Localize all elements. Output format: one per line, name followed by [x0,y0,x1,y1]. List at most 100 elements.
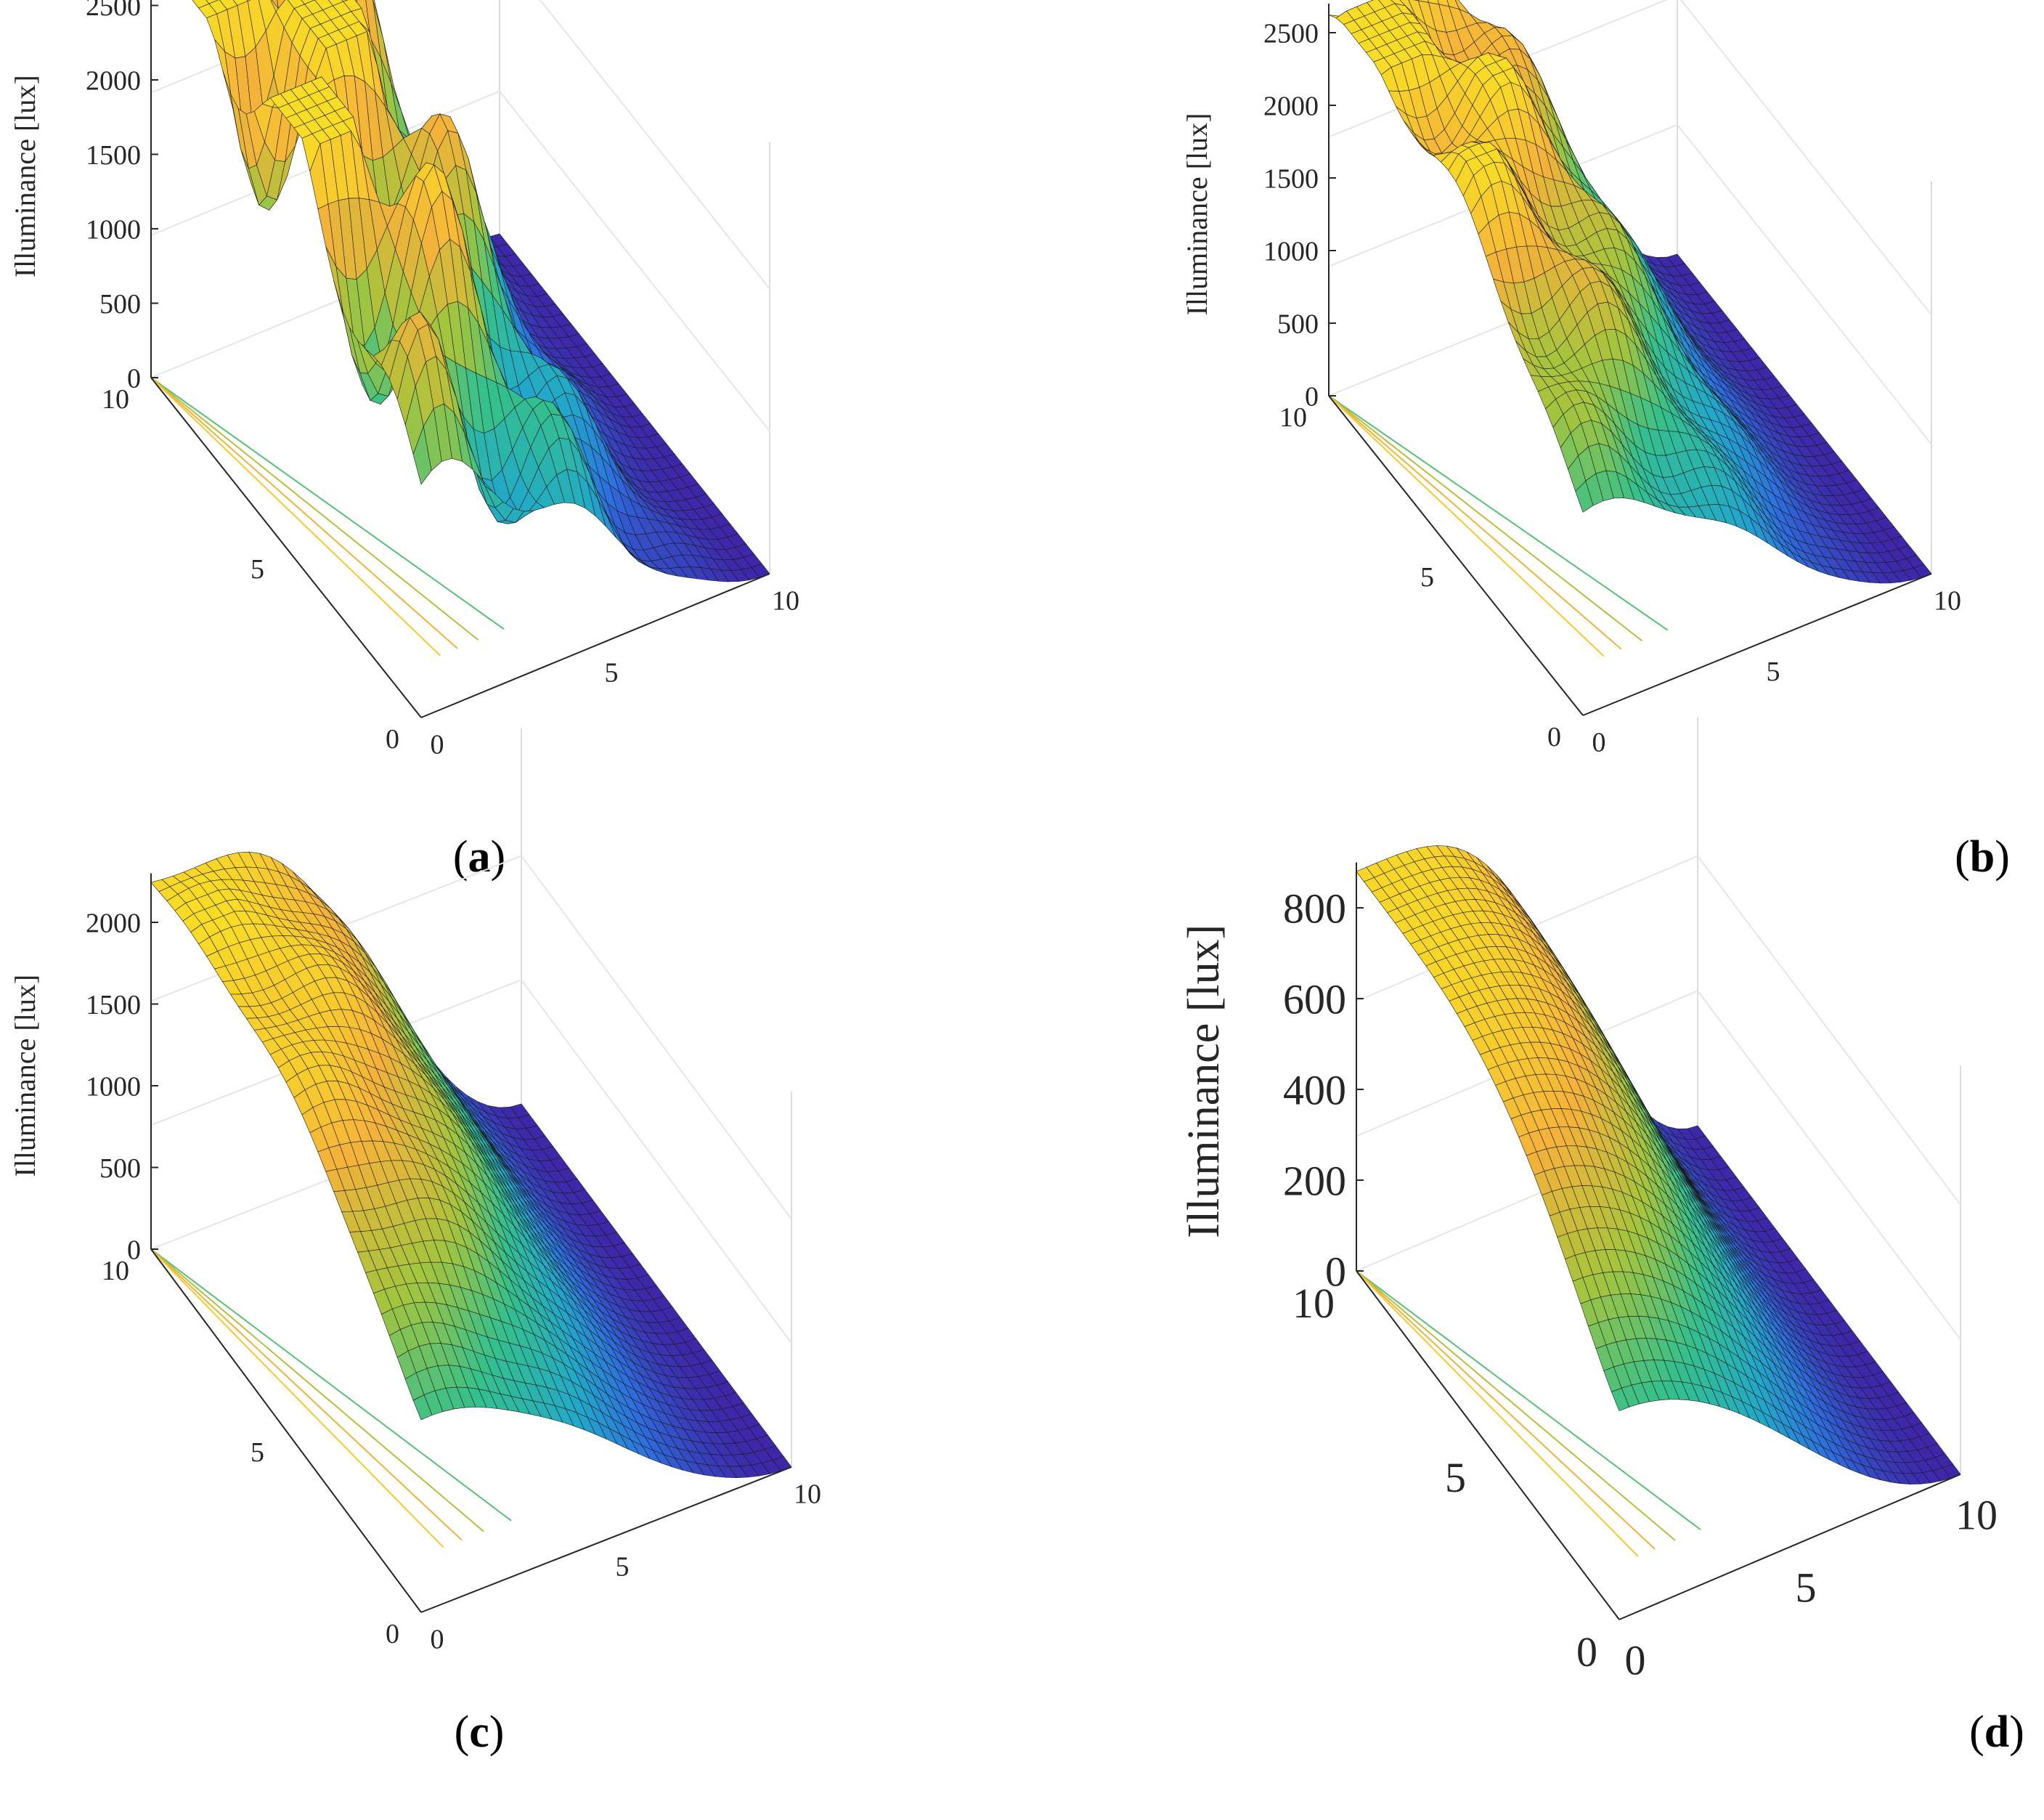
x-tick-label: 0 [431,729,444,760]
y-tick-label: 10 [1279,402,1307,433]
z-tick-label: 500 [1277,309,1319,339]
surface-cell [412,1394,433,1421]
z-tick-label: 2000 [86,908,141,938]
caption-b: (b) [1955,832,2010,882]
y-tick-label: 10 [102,384,129,415]
z-tick-label: 800 [1283,885,1346,932]
contour-line [150,377,479,641]
y-tick-label: 0 [386,724,399,755]
surface-mesh-a [192,0,770,582]
grid-line [1697,856,1961,1206]
z-tick-label: 600 [1283,975,1346,1023]
x-tick-label: 5 [1796,1564,1817,1611]
surface-cell [1575,480,1594,513]
surface-mesh-b [1328,0,1932,584]
grid-line [1679,0,1932,316]
z-tick-label: 1500 [86,990,141,1020]
z-tick-label: 1000 [86,1071,141,1102]
z-tick-label: 0 [1305,381,1319,412]
x-tick-label: 10 [1934,585,1961,616]
z-tick-label: 500 [99,289,141,320]
caption-a: (a) [452,832,506,882]
contour-line [150,1248,463,1541]
surface-mesh-d [1356,845,1961,1484]
caption-d: (d) [1969,1707,2024,1757]
caption-letter-d: d [1984,1707,2010,1757]
contour-line [1328,395,1669,631]
contour-line [150,377,505,630]
contour-line [1328,395,1605,657]
chart-panel-a: 0 500 1000 1500 2000 2500 Illuminance [lux] 0 5 1… [0,0,944,908]
y-axis-line [1356,1270,1620,1620]
x-tick-label: 5 [1767,657,1780,687]
z-tick-label: 1500 [86,140,141,171]
axes-a: 0 500 1000 1500 2000 2500 Illuminance [lux] 0 5 1… [9,0,799,760]
grid-line [1697,990,1961,1340]
contour-line [1356,1270,1656,1550]
chart-panel-c: 0 500 1000 1500 2000 Illuminance [lux] 0 5 10 0 5 1… [0,728,944,1816]
y-tick-label: 5 [251,1437,264,1468]
z-tick-label: 2000 [1263,91,1319,121]
surface-plot-a: 0 500 1000 1500 2000 2500 Illuminance [lux] 0 5 1… [9,0,799,760]
contour-line [1356,1270,1701,1531]
grid-line [539,0,770,290]
y-tick-label: 5 [1445,1454,1466,1501]
chart-panel-b: 0 500 1000 1500 2000 2500 Illuminance [lux] 0 5 1… [1162,0,2044,908]
contour-line [150,1248,484,1532]
z-tick-label: 200 [1283,1157,1346,1204]
z-tick-label: 0 [1325,1248,1346,1295]
y-axis-line [150,377,422,718]
grid-line [521,855,792,1220]
x-tick-label: 10 [772,585,799,616]
y-tick-label: 5 [1420,562,1434,593]
contour-line [1356,1270,1639,1557]
z-tick-label: 2500 [86,0,141,22]
floor-contours-b [1328,395,1669,657]
z-tick-label: 2000 [86,65,141,96]
x-tick-label: 10 [1955,1491,1998,1538]
contour-line [1356,1270,1676,1541]
x-axis-line [420,573,770,718]
z-tick-label: 0 [127,1235,141,1265]
z-tick-label: 500 [99,1153,141,1184]
y-tick-label: 0 [1576,1628,1597,1675]
z-tick-label: 0 [127,363,141,394]
y-tick-label: 10 [102,1256,129,1286]
z-axis-title: Illuminance [lux] [1181,113,1213,316]
x-tick-label: 10 [794,1479,821,1509]
x-axis-line [1618,1474,1961,1620]
z-axis-title: Illuminance [lux] [9,975,41,1177]
y-tick-label: 0 [1547,722,1561,752]
x-tick-label: 5 [605,657,619,688]
z-axis-title: Illuminance [lux] [9,75,41,277]
floor-contours-c [150,1248,512,1548]
contour-line [150,377,441,657]
x-tick-label: 0 [1625,1636,1646,1683]
z-tick-label: 2500 [1263,18,1319,49]
surface-mesh-c [150,851,792,1479]
caption-letter-b: b [1969,832,1995,882]
contour-line [1328,395,1642,641]
x-tick-label: 0 [1592,727,1606,757]
x-tick-label: 5 [616,1551,630,1582]
caption-letter-c: c [469,1707,489,1757]
z-axis-title: Illuminance [lux] [1179,925,1229,1238]
z-tick-label: 1000 [1263,236,1319,267]
grid-line [1677,124,1932,445]
chart-panel-d: 0 200 400 600 800 Illuminance [lux] 0 5 10 0 5 10 (… [1162,717,2044,1816]
surface-cell [1611,1387,1630,1411]
y-tick-label: 5 [251,554,264,585]
y-axis-line [1328,395,1584,716]
x-axis-line [420,1466,792,1613]
z-tick-label: 1000 [86,214,141,245]
x-tick-label: 0 [431,1624,444,1654]
y-axis-line [150,1248,422,1613]
grid-line [521,979,792,1344]
y-tick-label: 0 [386,1619,399,1649]
